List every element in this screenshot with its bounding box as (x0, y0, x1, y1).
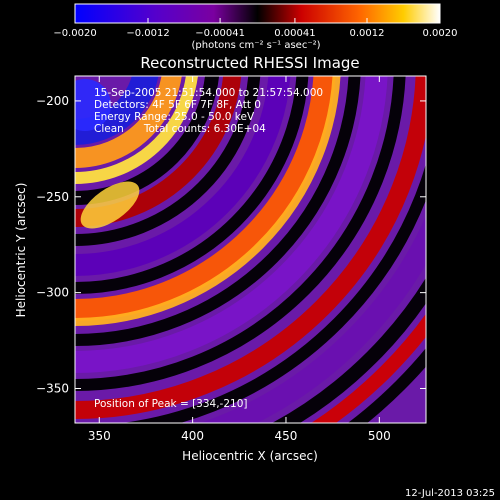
heatmap-core (75, 79, 111, 131)
plot-frame (74, 75, 427, 424)
chart-title: Reconstructed RHESSI Image (140, 54, 359, 72)
y-tick-label: −200 (36, 94, 69, 108)
annotation-time: 15-Sep-2005 21:51:54.000 to 21:57:54.000 (94, 87, 323, 99)
colorbar-ticks: −0.0020 −0.0012 −0.00041 0.00041 0.0012 0.002… (53, 18, 458, 39)
annotation-detectors: Detectors: 4F 5F 6F 7F 8F, Att 0 (94, 99, 261, 111)
x-tick-label: 500 (368, 429, 391, 443)
footer-date: 12-Jul-2013 03:25 (405, 488, 495, 499)
colorbar-tick-label: 0.00041 (274, 28, 315, 39)
colorbar-tick-label: 0.0020 (423, 28, 458, 39)
colorbar-tick-label: −0.0012 (126, 28, 169, 39)
x-axis-label: Heliocentric X (arcsec) (182, 449, 318, 463)
y-axis-label: Heliocentric Y (arcsec) (14, 183, 28, 318)
y-tick-label: −300 (36, 286, 69, 300)
x-tick-label: 450 (275, 429, 298, 443)
colorbar-tick-label: −0.0020 (53, 28, 96, 39)
x-tick-label: 350 (88, 429, 111, 443)
heatmap-hotspot (80, 181, 140, 229)
colorbar-unit: (photons cm⁻² s⁻¹ asec⁻²) (191, 40, 320, 51)
annotation-clean: Clean Total counts: 6.30E+04 (94, 123, 266, 135)
y-tick-label: −350 (36, 381, 69, 395)
axis-ticks: 350 400 450 500 −200 −250 −300 −350 (36, 76, 426, 443)
colorbar (74, 3, 441, 24)
colorbar-tick-label: 0.0012 (350, 28, 385, 39)
y-tick-label: −250 (36, 190, 69, 204)
annotation-peak: Position of Peak = [334,-210] (94, 398, 248, 410)
x-tick-label: 400 (181, 429, 204, 443)
annotation-energy: Energy Range: 25.0 - 50.0 keV (94, 111, 255, 123)
colorbar-tick-label: −0.00041 (195, 28, 245, 39)
